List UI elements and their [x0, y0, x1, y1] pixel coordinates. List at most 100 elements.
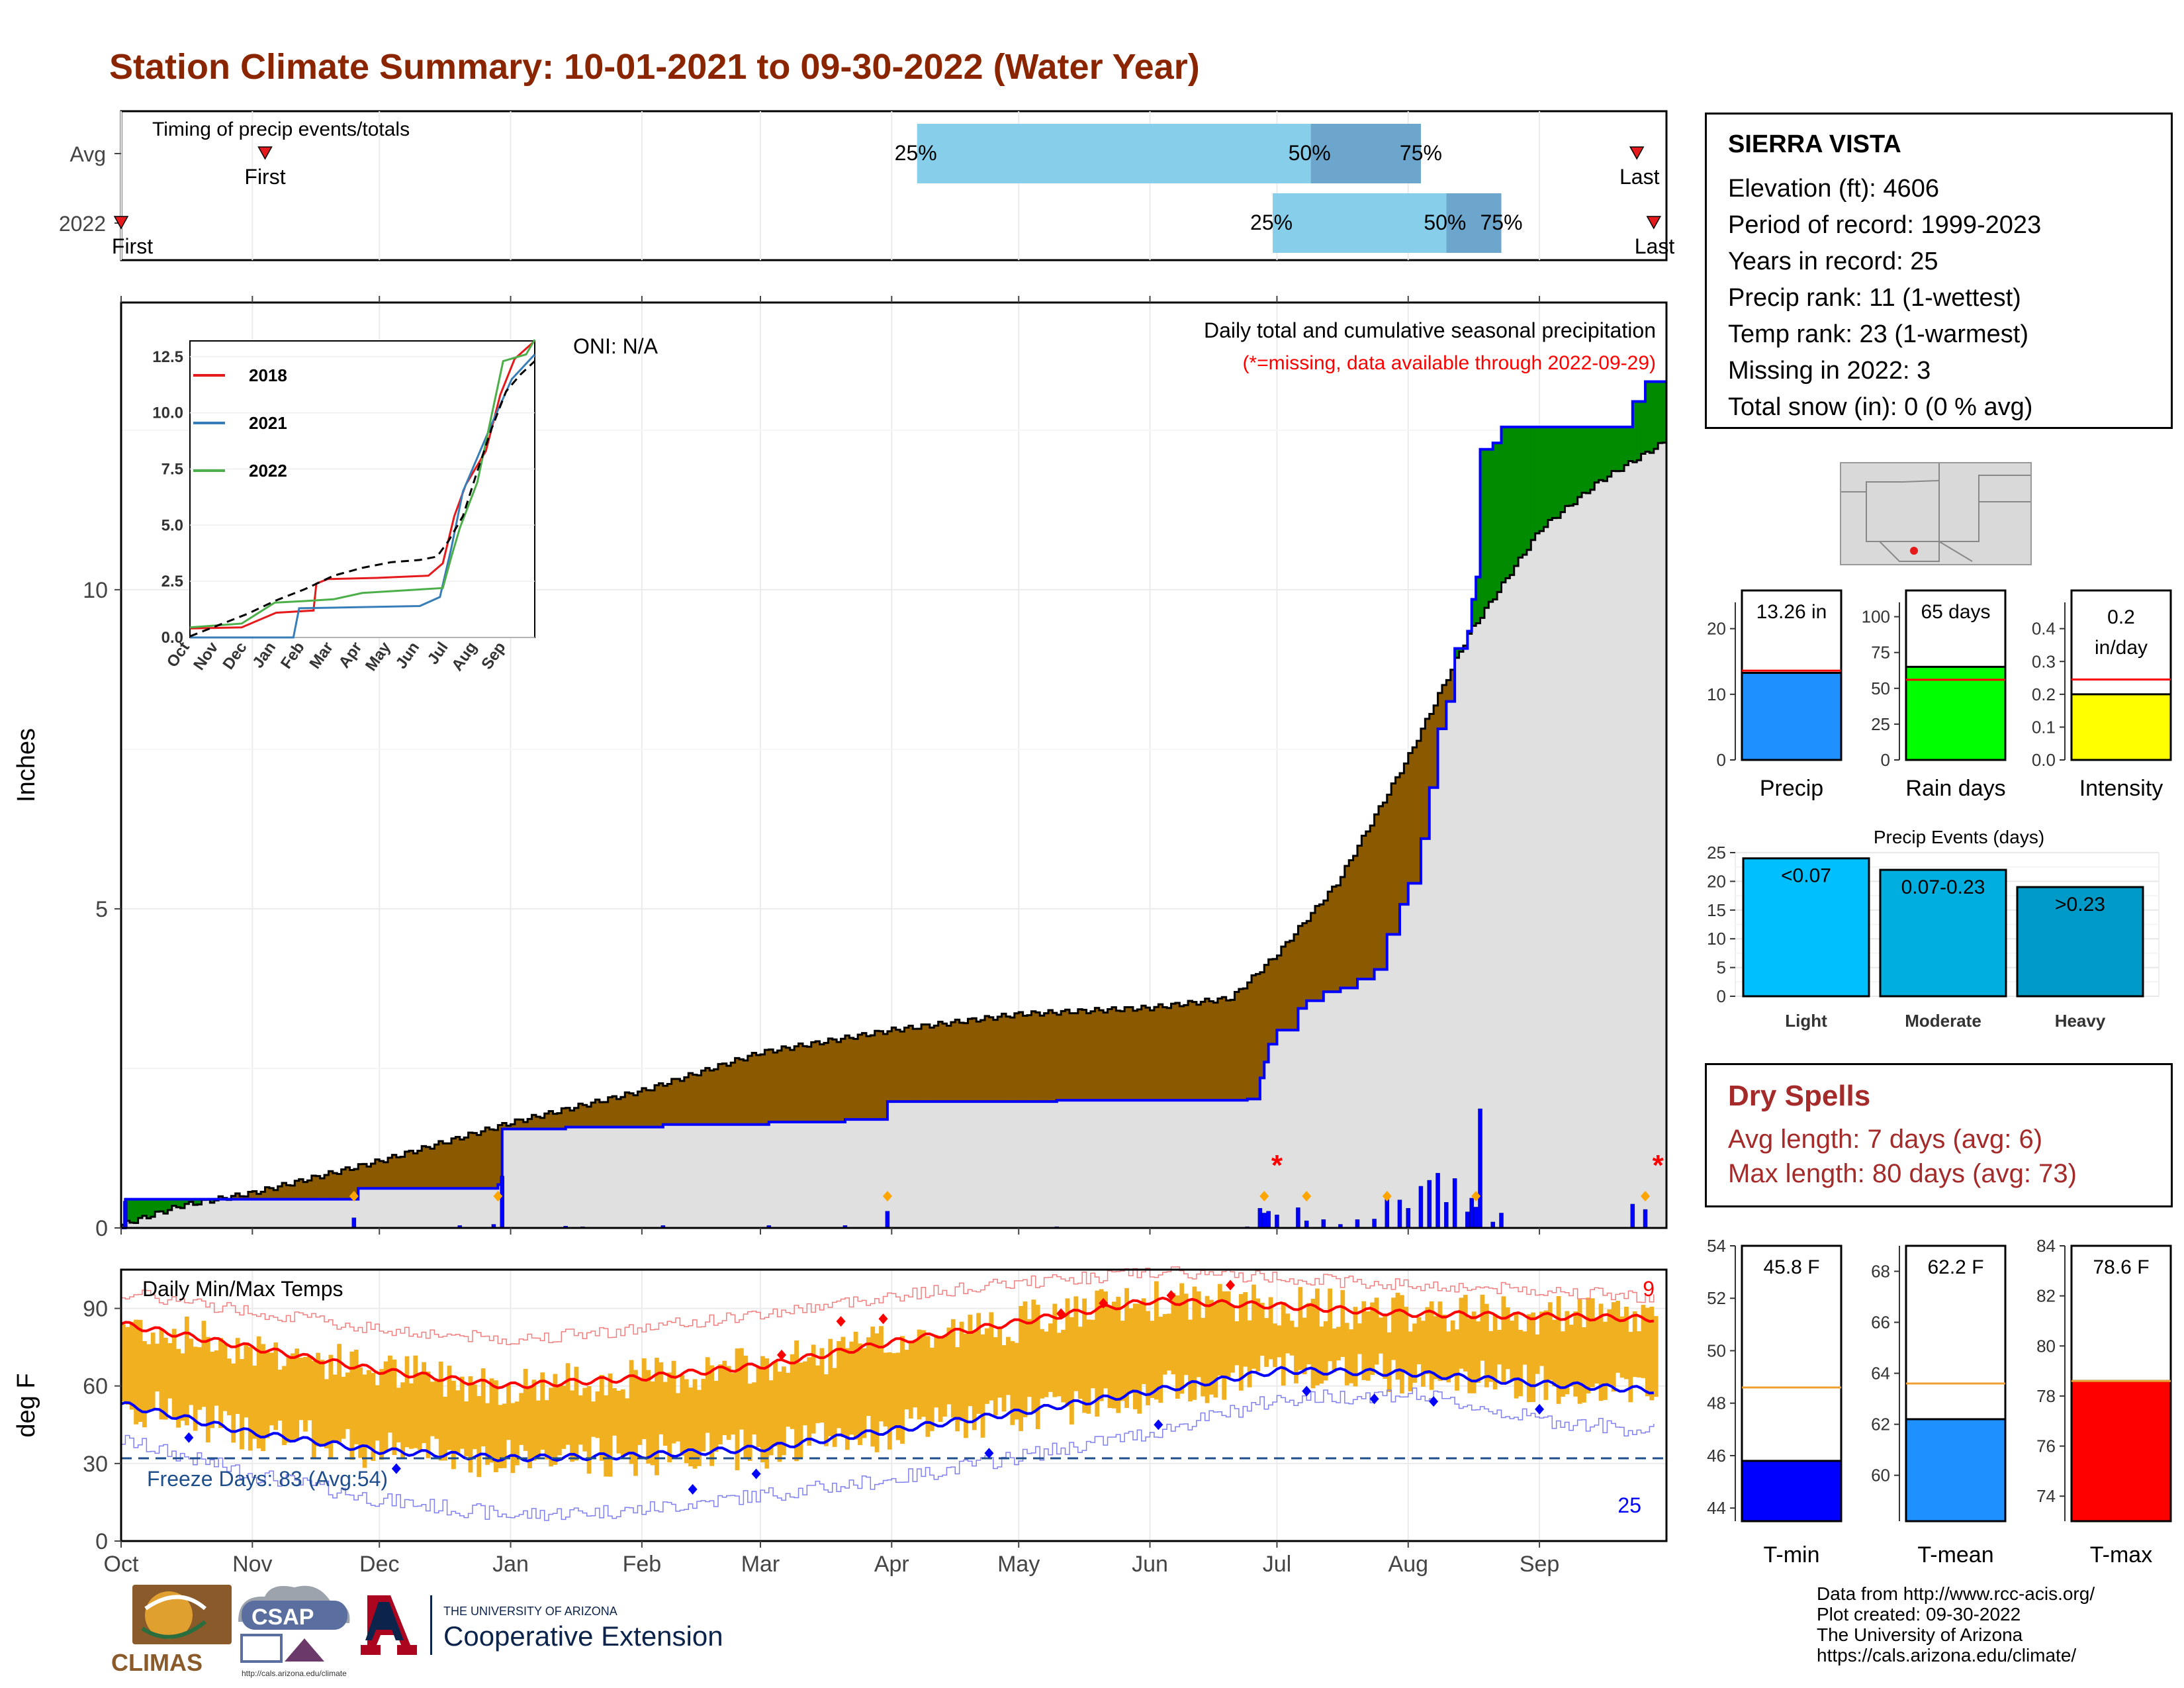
- precip-departure-fill: [688, 1073, 694, 1125]
- precip-below-fill: [193, 1205, 198, 1228]
- precip-departure-fill: [574, 1107, 579, 1127]
- daily-temp-range-bar: [553, 1374, 558, 1465]
- precip-departure-fill: [760, 1054, 765, 1125]
- daily-temp-range-bar: [459, 1376, 465, 1449]
- precip-departure-fill: [1226, 1000, 1231, 1101]
- daily-temp-range-bar: [1251, 1284, 1256, 1369]
- daily-temp-range-bar: [1340, 1289, 1345, 1357]
- daily-temp-range-bar: [506, 1384, 511, 1440]
- daily-temp-range-bar: [1281, 1301, 1286, 1386]
- timing-row-label: 2022: [59, 212, 106, 236]
- precip-departure-fill: [1450, 669, 1455, 702]
- ua-extension-text: Cooperative Extension: [443, 1620, 723, 1652]
- daily-temp-range-bar: [1641, 1305, 1646, 1378]
- daily-temp-range-bar: [273, 1342, 279, 1430]
- precip-departure-fill: [735, 1058, 740, 1125]
- footer-url[interactable]: https://cals.arizona.edu/climate/: [1817, 1645, 2077, 1665]
- temp-ytick-label: 90: [83, 1297, 108, 1322]
- precip-below-fill: [625, 1127, 630, 1228]
- daily-temp-range-bar: [993, 1337, 998, 1416]
- precip-departure-fill: [519, 1119, 524, 1129]
- timing-first-label: First: [112, 234, 153, 258]
- precip-departure-fill: [921, 1024, 927, 1102]
- daily-temp-range-bar: [1463, 1295, 1468, 1372]
- precip-departure-fill: [1573, 427, 1578, 504]
- daily-temp-range-bar: [121, 1324, 126, 1402]
- daily-temp-range-bar: [1607, 1309, 1612, 1385]
- daily-temp-range-bar: [1446, 1331, 1451, 1383]
- daily-temp-range-bar: [1476, 1321, 1480, 1383]
- daily-temp-range-bar: [870, 1327, 876, 1447]
- daily-temp-range-bar: [743, 1355, 749, 1459]
- timing-bar-50-75: [1310, 124, 1421, 183]
- precip-departure-fill: [1090, 1011, 1095, 1101]
- precip-departure-fill: [514, 1119, 520, 1129]
- precip-departure-fill: [1404, 763, 1409, 905]
- daily-temp-range-bar: [409, 1383, 414, 1449]
- inset-legend-label: 2021: [249, 413, 287, 433]
- daily-temp-range-bar: [570, 1390, 574, 1462]
- daily-precip-bar: [1473, 1207, 1479, 1229]
- precip-below-fill: [1268, 1044, 1273, 1228]
- temp-frame: [120, 1268, 1668, 1542]
- daily-temp-range-bar: [895, 1352, 901, 1440]
- precip-departure-fill: [1281, 946, 1286, 1031]
- daily-temp-range-bar: [908, 1340, 913, 1419]
- station-precip-rank: Precip rank: 11 (1-wettest): [1728, 284, 2021, 312]
- precip-departure-fill: [1247, 982, 1252, 1100]
- precip-departure-fill: [286, 1185, 291, 1199]
- precip-departure-fill: [180, 1199, 185, 1209]
- daily-temp-range-bar: [1441, 1314, 1447, 1381]
- daily-temp-range-bar: [798, 1362, 803, 1460]
- daily-temp-range-bar: [900, 1336, 905, 1444]
- daily-temp-range-bar: [1273, 1323, 1277, 1368]
- daily-temp-range-bar: [277, 1370, 283, 1421]
- stat-value-label: 78.6 F: [2093, 1256, 2149, 1278]
- precip-below-fill: [150, 1217, 156, 1228]
- precip-below-fill: [565, 1127, 570, 1228]
- precip-below-fill: [1116, 1100, 1121, 1228]
- precip-below-fill: [464, 1188, 469, 1228]
- precip-departure-fill: [332, 1173, 338, 1199]
- precip-below-fill: [349, 1199, 355, 1228]
- precip-below-fill: [1463, 648, 1468, 1228]
- timing-bar-50-75: [1446, 193, 1502, 253]
- daily-temp-range-bar: [1095, 1290, 1100, 1417]
- precip-below-fill: [1031, 1102, 1036, 1228]
- precip-below-fill: [739, 1124, 744, 1228]
- daily-temp-range-bar: [1116, 1297, 1121, 1413]
- precip-below-fill: [1328, 992, 1333, 1228]
- station-temp-rank: Temp rank: 23 (1-warmest): [1728, 320, 2029, 348]
- stat-value-label: 62.2 F: [1927, 1256, 1983, 1278]
- precip-departure-fill: [1201, 1002, 1206, 1101]
- stat-ytick-label: 50: [1871, 679, 1890, 698]
- precip-departure-fill: [1569, 427, 1574, 506]
- precip-departure-fill: [1653, 381, 1659, 449]
- precip-below-fill: [324, 1199, 330, 1228]
- precip-departure-fill: [367, 1166, 372, 1189]
- record-low-marker: [1302, 1385, 1312, 1397]
- precip-departure-fill: [455, 1137, 461, 1189]
- precip-departure-fill: [773, 1052, 778, 1122]
- precip-departure-fill: [1027, 1015, 1032, 1102]
- precip-departure-fill: [684, 1077, 689, 1125]
- daily-temp-range-bar: [1120, 1321, 1125, 1401]
- stat-value-label: 13.26 in: [1756, 601, 1827, 623]
- daily-temp-range-bar: [1310, 1298, 1316, 1389]
- daily-temp-range-bar: [523, 1368, 528, 1451]
- daily-temp-range-bar: [1408, 1331, 1413, 1391]
- precip-below-fill: [828, 1121, 833, 1228]
- precip-below-fill: [231, 1199, 236, 1228]
- precip-below-fill: [993, 1102, 998, 1228]
- precip-below-fill: [413, 1188, 418, 1228]
- precip-departure-fill: [1412, 747, 1418, 884]
- precip-below-fill: [1332, 992, 1337, 1228]
- precip-below-fill: [1383, 969, 1388, 1228]
- precip-departure-fill: [1328, 892, 1333, 992]
- precip-below-fill: [667, 1124, 672, 1228]
- precip-below-fill: [1594, 482, 1600, 1228]
- precip-departure-fill: [1294, 934, 1299, 1031]
- precip-below-fill: [353, 1199, 359, 1228]
- timing-first-marker: [257, 146, 273, 160]
- precip-below-fill: [832, 1121, 837, 1228]
